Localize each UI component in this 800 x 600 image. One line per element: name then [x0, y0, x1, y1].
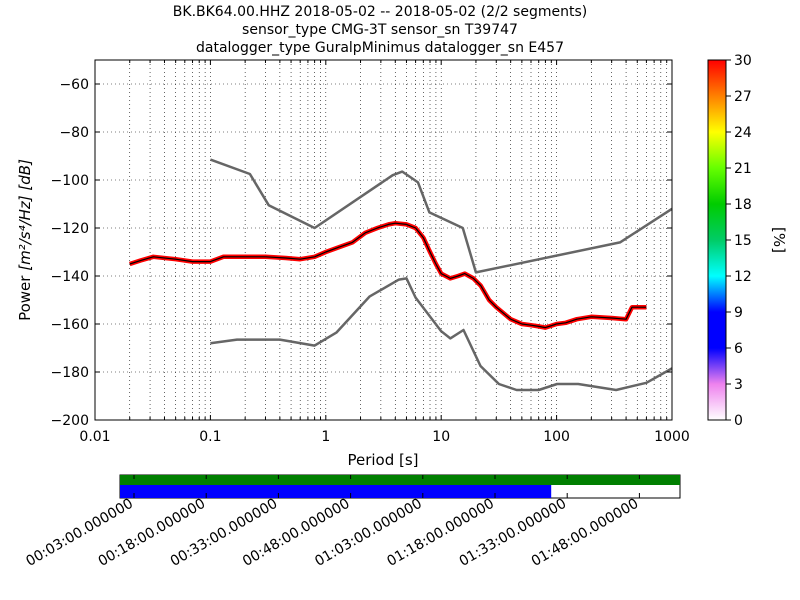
colorbar-tick-label: 27: [734, 89, 752, 105]
x-tick-labels: 0.01 0.1 1 10 100 1000: [79, 429, 689, 445]
x-tick-label: 100: [543, 429, 570, 445]
x-tick-label: 0.1: [199, 429, 221, 445]
y-tick-labels: −60 −80 −100 −120 −140 −160 −180 −200: [51, 77, 89, 429]
title-block: BK.BK64.00.HHZ 2018-05-02 -- 2018-05-02 …: [173, 4, 587, 56]
y-tick-label: −80: [59, 125, 89, 141]
x-axis-label: Period [s]: [347, 451, 418, 469]
y-axis-label: Power [m²/s⁴/Hz] [dB]: [16, 159, 34, 321]
y-tick-label: −60: [59, 77, 89, 93]
psd-mode-line: [129, 222, 647, 329]
coverage-time-labels: 00:03:00.00000000:18:00.00000000:33:00.0…: [23, 496, 641, 570]
colorbar-tick-label: 0: [734, 413, 743, 429]
plot-background: [95, 60, 672, 420]
colorbar-gradient: [707, 59, 727, 421]
series-layer: [129, 158, 673, 392]
data-coverage-bar: [120, 475, 680, 485]
x-tick-label: 10: [432, 429, 450, 445]
x-tick-label: 1000: [654, 429, 690, 445]
colorbar: 0 3 6 9 12 15 18 21 24 27 30 [%]: [707, 53, 788, 429]
colorbar-tick-label: 6: [734, 341, 743, 357]
colorbar-tick-label: 18: [734, 197, 752, 213]
coverage-bars: 00:03:00.00000000:18:00.00000000:33:00.0…: [23, 474, 681, 570]
y-tick-label: −140: [51, 269, 89, 285]
high-noise-model-line: [209, 158, 673, 274]
title-line-1: BK.BK64.00.HHZ 2018-05-02 -- 2018-05-02 …: [173, 4, 587, 20]
colorbar-tick-label: 9: [734, 305, 743, 321]
y-tick-label: −160: [51, 317, 89, 333]
y-tick-label: −180: [51, 365, 89, 381]
colorbar-tick-label: 3: [734, 377, 743, 393]
colorbar-tick-label: 12: [734, 269, 752, 285]
plot-frame: [94, 59, 673, 421]
y-tick-label: −100: [51, 173, 89, 189]
colorbar-tick-label: 15: [734, 233, 752, 249]
colorbar-label: [%]: [770, 227, 788, 253]
title-line-2: sensor_type CMG-3T sensor_sn T39747: [242, 22, 518, 38]
coverage-ticks: [133, 475, 640, 498]
x-tick-label: 0.01: [79, 429, 110, 445]
low-noise-model-line: [210, 277, 673, 392]
colorbar-tick-label: 21: [734, 161, 752, 177]
y-tick-label: −120: [51, 221, 89, 237]
y-axis-label-prefix: Power: [16, 271, 34, 321]
y-axis-label-units: [m²/s⁴/Hz] [dB]: [16, 159, 34, 271]
grid-lines: [95, 60, 672, 420]
y-tick-label: −200: [51, 413, 89, 429]
title-line-3: datalogger_type GuralpMinimus datalogger…: [196, 40, 564, 56]
colorbar-tick-label: 30: [734, 53, 752, 69]
colorbar-ticks: 0 3 6 9 12 15 18 21 24 27 30: [726, 53, 752, 429]
colorbar-tick-label: 24: [734, 125, 752, 141]
psd-coverage-bar: [120, 485, 552, 498]
plot-area: 0.01 0.1 1 10 100 1000 −60 −80 −100 −120 −140 −160…: [16, 59, 690, 469]
x-tick-label: 1: [321, 429, 330, 445]
